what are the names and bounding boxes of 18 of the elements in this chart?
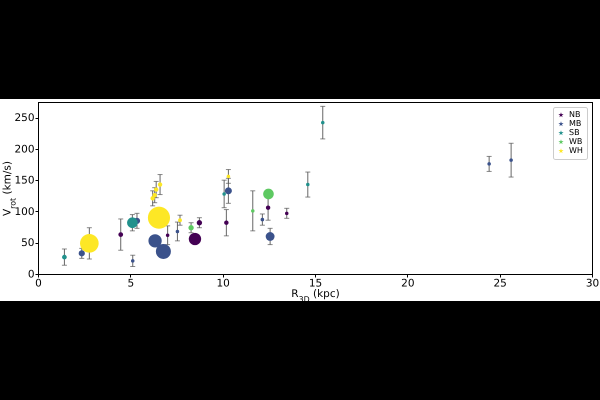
x-tick-label: 25 [493,278,507,290]
legend-label: SB [569,128,580,137]
y-tick-label: 250 [14,112,34,124]
y-tick-label: 50 [21,237,34,250]
x-tick-label: 0 [35,278,42,290]
y-tick-label: 100 [14,206,34,218]
legend-label: WB [569,137,582,146]
legend-label: MB [569,119,582,128]
x-tick-label: 10 [216,278,230,290]
y-tick-label: 0 [28,268,34,280]
y-tick-label: 200 [14,143,34,156]
x-tick-label: 30 [586,278,600,290]
legend-label: WH [569,146,583,155]
legend-label: NB [569,110,580,119]
x-tick-label: 15 [308,278,322,290]
x-tick-label: 20 [401,278,415,290]
y-tick-label: 150 [14,174,34,187]
x-tick-label: 5 [127,278,134,290]
